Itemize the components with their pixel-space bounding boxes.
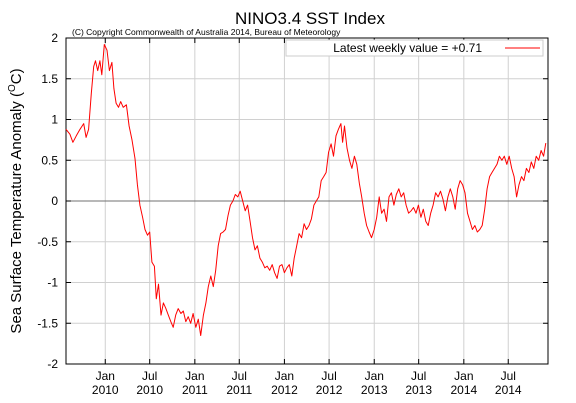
y-axis-label-superscript: O [7,84,18,92]
x-tick-label-month: Jan [454,369,473,383]
x-tick-label-year: 2013 [361,383,388,397]
x-tick-label-month: Jan [185,369,204,383]
y-axis-label: Sea Surface Temperature Anomaly (OC) [7,68,25,333]
x-tick-label-month: Jul [232,369,247,383]
y-tick-label: 1.5 [41,72,58,86]
y-axis-label-main: Sea Surface Temperature Anomaly ( [8,92,25,334]
y-tick-label: -2 [47,357,58,371]
y-tick-label: 0.5 [41,153,58,167]
y-tick-label: -1.5 [37,316,58,330]
legend: Latest weekly value = +0.71 [285,39,544,57]
y-tick-label: -0.5 [37,235,58,249]
x-tick-label-year: 2010 [92,383,119,397]
y-tick-label: 0 [51,194,58,208]
legend-box [285,39,544,57]
x-tick-label-month: Jul [142,369,157,383]
x-tick-label-month: Jan [96,369,115,383]
x-tick-label-year: 2011 [182,383,208,397]
x-tick-label-year: 2012 [316,383,343,397]
y-tick-label: 2 [51,31,58,45]
y-tick-label: 1 [51,113,58,127]
legend-label: Latest weekly value = +0.71 [333,41,482,55]
x-tick-label-month: Jul [321,369,336,383]
series-line [65,44,547,336]
x-tick-label-year: 2010 [136,383,163,397]
x-tick-label-year: 2012 [271,383,298,397]
x-tick-label-month: Jul [411,369,426,383]
x-tick-label-year: 2014 [450,383,477,397]
chart-subtitle: (C) Copyright Commonwealth of Australia … [72,27,341,37]
x-tick-label-month: Jul [501,369,516,383]
tick-layer: 21.510.50-0.5-1-1.5-2Jan2010Jul2010Jan20… [37,31,548,397]
chart-title: NINO3.4 SST Index [235,9,385,28]
x-tick-label-year: 2011 [226,383,252,397]
y-tick-label: -1 [47,276,58,290]
x-tick-label-month: Jan [365,369,384,383]
series-layer [65,44,547,336]
x-tick-label-year: 2014 [495,383,522,397]
y-axis-label-end: C) [8,68,25,84]
x-tick-label-year: 2013 [405,383,432,397]
x-tick-label-month: Jan [275,369,294,383]
